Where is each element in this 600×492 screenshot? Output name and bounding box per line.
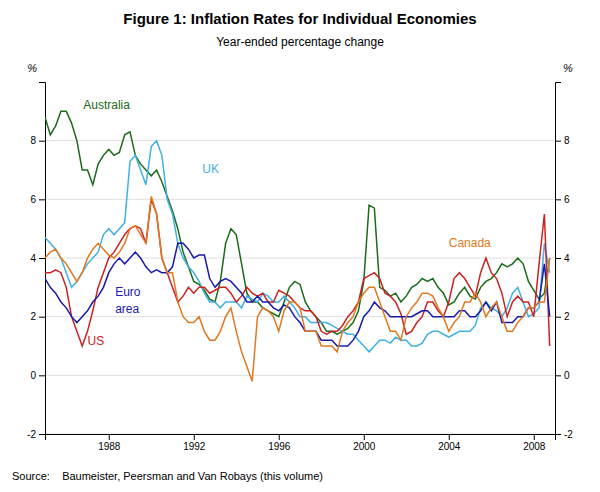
tick-label: -2 bbox=[27, 429, 36, 440]
tick: 8 bbox=[30, 135, 45, 146]
grid-line bbox=[45, 258, 555, 259]
x-axis: 1988 1992 1996 2000 2004 2008 bbox=[46, 434, 556, 452]
annotations: Australia UK US Euro area Canada bbox=[83, 98, 491, 348]
annotation: Australia bbox=[83, 98, 130, 112]
subtitle: Year-ended percentage change bbox=[216, 35, 384, 49]
tick-mark bbox=[39, 258, 45, 259]
tick-mark bbox=[279, 434, 280, 440]
tick-mark bbox=[555, 317, 561, 318]
tick-label: 1992 bbox=[183, 441, 206, 452]
axis-line bbox=[39, 83, 46, 435]
y2-axis-label: % bbox=[563, 62, 573, 74]
grid-line bbox=[45, 199, 555, 200]
annotation: US bbox=[88, 334, 105, 348]
series-line bbox=[45, 199, 550, 346]
tick-label: 4 bbox=[564, 253, 570, 264]
tick-mark bbox=[555, 258, 561, 259]
annotation: UK bbox=[202, 162, 219, 176]
y-axis-label: % bbox=[27, 62, 37, 74]
tick-mark bbox=[39, 199, 45, 200]
tick-label: 6 bbox=[564, 194, 570, 205]
tick: 2000 bbox=[353, 434, 376, 452]
tick-mark bbox=[109, 434, 110, 440]
tick: 6 bbox=[555, 194, 570, 205]
tick: -2 bbox=[27, 429, 45, 440]
source: Source: Baumeister, Peersman and Van Rob… bbox=[12, 470, 323, 482]
tick-label: 2 bbox=[30, 311, 36, 322]
annotation: area bbox=[115, 302, 139, 316]
tick-label: 2000 bbox=[353, 441, 376, 452]
tick-mark bbox=[364, 434, 365, 440]
axis-line bbox=[556, 83, 562, 435]
tick-mark bbox=[39, 317, 45, 318]
tick-label: 1988 bbox=[98, 441, 121, 452]
tick: 4 bbox=[30, 253, 45, 264]
tick: 2 bbox=[30, 311, 45, 322]
tick-label: -2 bbox=[564, 429, 573, 440]
annotation: Canada bbox=[449, 236, 491, 250]
tick-mark bbox=[555, 199, 561, 200]
grid bbox=[45, 141, 555, 434]
tick: 6 bbox=[30, 194, 45, 205]
tick: 2 bbox=[555, 311, 570, 322]
series-line bbox=[45, 196, 550, 381]
annotation: Euro bbox=[115, 285, 141, 299]
tick: 0 bbox=[30, 370, 45, 381]
tick-label: 1996 bbox=[268, 441, 291, 452]
tick: 8 bbox=[555, 135, 570, 146]
tick: 1988 bbox=[98, 434, 121, 452]
tick-label: 8 bbox=[564, 135, 570, 146]
tick-label: 6 bbox=[30, 194, 36, 205]
tick-mark bbox=[194, 434, 195, 440]
tick: -2 bbox=[555, 429, 573, 440]
tick-mark bbox=[555, 375, 561, 376]
tick: 0 bbox=[555, 370, 570, 381]
tick-label: 2008 bbox=[523, 441, 546, 452]
tick: 4 bbox=[555, 253, 570, 264]
tick-mark bbox=[534, 434, 535, 440]
series-line bbox=[45, 111, 550, 334]
tick-label: 2004 bbox=[438, 441, 461, 452]
tick-mark bbox=[555, 141, 561, 142]
tick: 2008 bbox=[523, 434, 546, 452]
grid-line bbox=[45, 375, 555, 376]
tick-label: 8 bbox=[30, 135, 36, 146]
tick-mark bbox=[449, 434, 450, 440]
title: Figure 1: Inflation Rates for Individual… bbox=[123, 10, 476, 27]
tick: 2004 bbox=[438, 434, 461, 452]
tick-label: 0 bbox=[30, 370, 36, 381]
grid-line bbox=[45, 140, 555, 141]
tick: 1996 bbox=[268, 434, 291, 452]
axis-line bbox=[46, 435, 556, 441]
y-axis: -2 0 2 4 6 8 bbox=[27, 83, 45, 440]
y2-axis: -2 0 2 4 6 8 bbox=[555, 83, 573, 440]
plot-area bbox=[45, 111, 550, 381]
chart: 1988 1992 1996 2000 2004 2008 -2 0 2 4 6 8 -2 0 2 4 6 8 Au… bbox=[0, 0, 600, 492]
tick: 1992 bbox=[183, 434, 206, 452]
tick-mark bbox=[39, 141, 45, 142]
tick-label: 4 bbox=[30, 253, 36, 264]
tick-mark bbox=[39, 434, 45, 435]
tick-label: 2 bbox=[564, 311, 570, 322]
tick-mark bbox=[39, 375, 45, 376]
tick-mark bbox=[555, 434, 561, 435]
tick-label: 0 bbox=[564, 370, 570, 381]
series-line bbox=[45, 141, 550, 352]
